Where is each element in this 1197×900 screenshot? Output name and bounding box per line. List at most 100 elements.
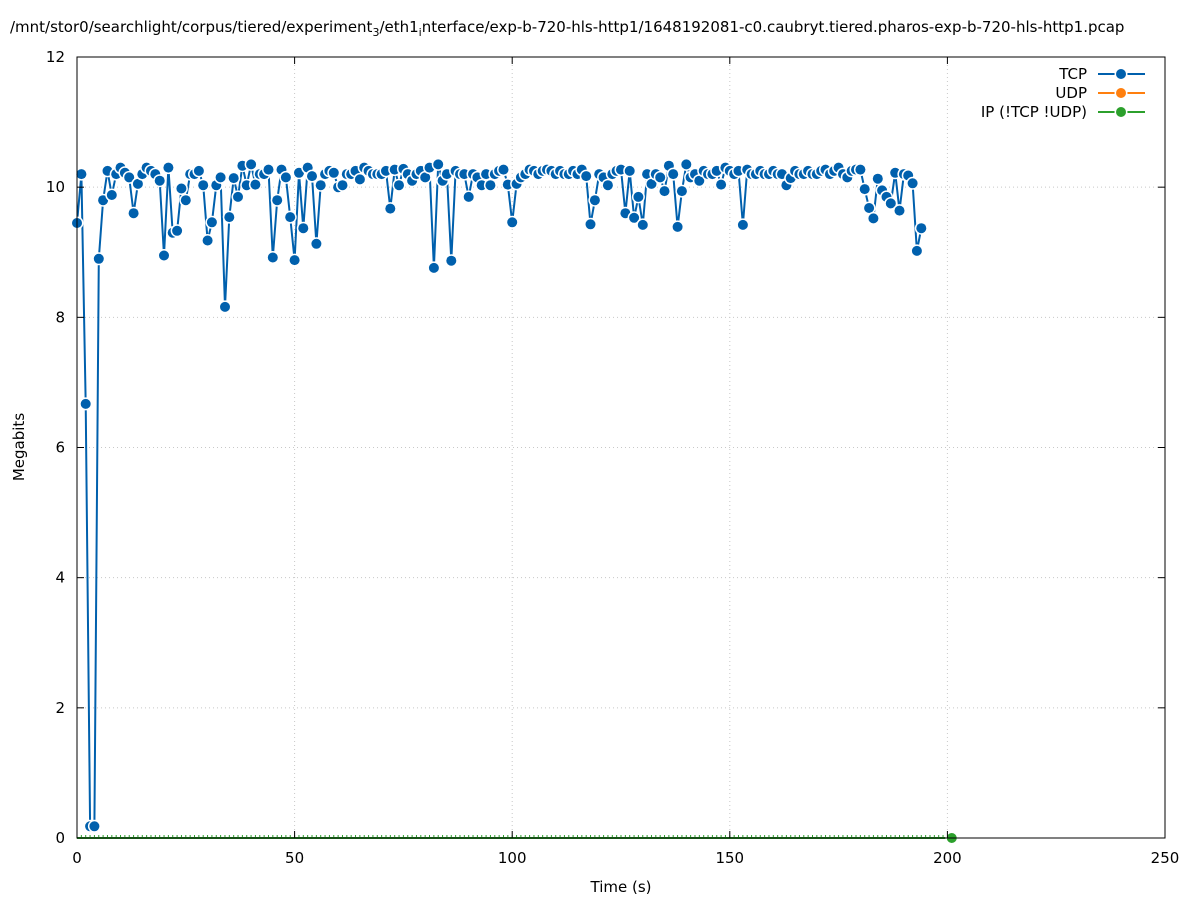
tcp-data-point [180,195,191,206]
tcp-data-point [159,250,169,261]
legend-marker-ip-tcp-udp [1116,107,1126,117]
tcp-data-point [672,221,683,232]
tcp-data-point [624,165,635,176]
tcp-data-point [311,238,322,249]
x-tick-label: 250 [1151,849,1180,867]
legend-marker-tcp [1116,69,1126,79]
legend-marker-udp [1116,88,1126,98]
tcp-data-point [124,172,135,183]
tcp-data-point [289,255,300,266]
tcp-data-point [911,245,922,256]
tcp-data-point [163,162,174,173]
title-subscript-1: 3 [372,26,380,39]
x-axis-label: Time (s) [590,878,652,896]
tcp-data-point [294,167,304,178]
tcp-data-point [502,179,513,190]
data-layer [70,157,959,845]
tcp-data-point [132,178,143,189]
tcp-data-point [637,219,648,230]
tcp-data-point [681,159,692,170]
tcp-data-point [193,165,204,176]
legend-label-udp: UDP [1055,84,1087,102]
y-tick-label: 6 [55,439,65,457]
tcp-data-point [885,198,896,209]
tcp-data-point [285,212,296,223]
axis-ticks: 0 50 100 150 200 250 0 2 4 6 8 10 12 [46,48,1179,867]
tcp-data-point [394,180,404,191]
x-tick-label: 150 [715,849,744,867]
tcp-data-point [507,217,518,228]
tcp-data-point [202,235,213,246]
tcp-data-point [476,180,487,191]
title-part-2: /eth1 [379,18,419,36]
title-subscript-2: i [418,26,422,39]
tcp-data-point [224,212,235,223]
tcp-data-point [646,178,657,189]
tcp-data-point [585,219,596,230]
tcp-data-point [298,223,309,234]
tcp-data-point [215,172,226,183]
tcp-data-point [176,183,187,194]
tcp-data-point [272,195,283,206]
tcp-data-point [93,253,104,264]
tcp-data-point [659,186,670,197]
tcp-data-point [280,172,291,183]
tcp-data-point [80,398,91,409]
tcp-data-point [385,203,396,214]
legend-label-tcp: TCP [1058,65,1087,83]
tcp-data-point [894,205,905,216]
tcp-data-point [206,217,217,228]
tcp-data-point [581,171,592,182]
tcp-data-point [337,180,348,191]
tcp-data-point [267,252,278,263]
tcp-data-point [737,219,748,230]
tcp-data-point [250,179,261,190]
chart-title: /mnt/stor0/searchlight/corpus/tiered/exp… [10,18,1124,39]
tcp-data-point [106,190,117,200]
tcp-data-point [263,164,274,175]
tcp-data-point [428,262,439,273]
tcp-data-point [154,175,165,186]
x-tick-label: 100 [498,849,527,867]
tcp-data-point [463,191,474,202]
tcp-data-point [633,191,644,202]
title-part-3: nterface/exp-b-720-hls-http1/1648192081-… [421,18,1125,36]
y-axis-label: Megabits [10,413,28,481]
tcp-data-point [676,186,687,197]
tcp-data-point [855,164,866,175]
tcp-data-point [485,180,496,191]
tcp-data-point [642,169,653,180]
grid [77,57,1165,838]
tcp-data-point [128,208,139,219]
tcp-data-point [629,212,640,223]
tcp-data-point [420,172,431,183]
y-tick-label: 8 [55,308,65,326]
y-tick-label: 12 [46,48,65,66]
tcp-data-point [655,172,666,183]
legend-label-ip-tcp-udp: IP (!TCP !UDP) [981,103,1087,121]
tcp-data-point [198,180,209,191]
tcp-data-point [694,175,705,186]
tcp-data-point [307,171,317,182]
tcp-data-point [716,179,727,190]
tcp-data-point [89,821,100,832]
tcp-data-point [76,169,87,180]
tcp-data-point [220,301,230,312]
tcp-data-point [864,203,875,213]
y-tick-label: 0 [55,829,65,847]
tcp-data-point [228,173,239,184]
tcp-data-point [328,167,339,178]
tcp-data-point [481,169,492,180]
tcp-data-point [233,191,243,202]
tcp-data-point [315,180,326,191]
tcp-data-point [916,223,927,234]
y-tick-label: 2 [55,699,65,717]
y-tick-label: 4 [55,569,65,587]
tcp-data-point [859,184,870,195]
tcp-data-point [498,164,509,175]
x-tick-label: 200 [933,849,962,867]
y-tick-label: 10 [46,178,65,196]
tcp-series-line [76,162,923,828]
tcp-data-point [172,225,183,236]
